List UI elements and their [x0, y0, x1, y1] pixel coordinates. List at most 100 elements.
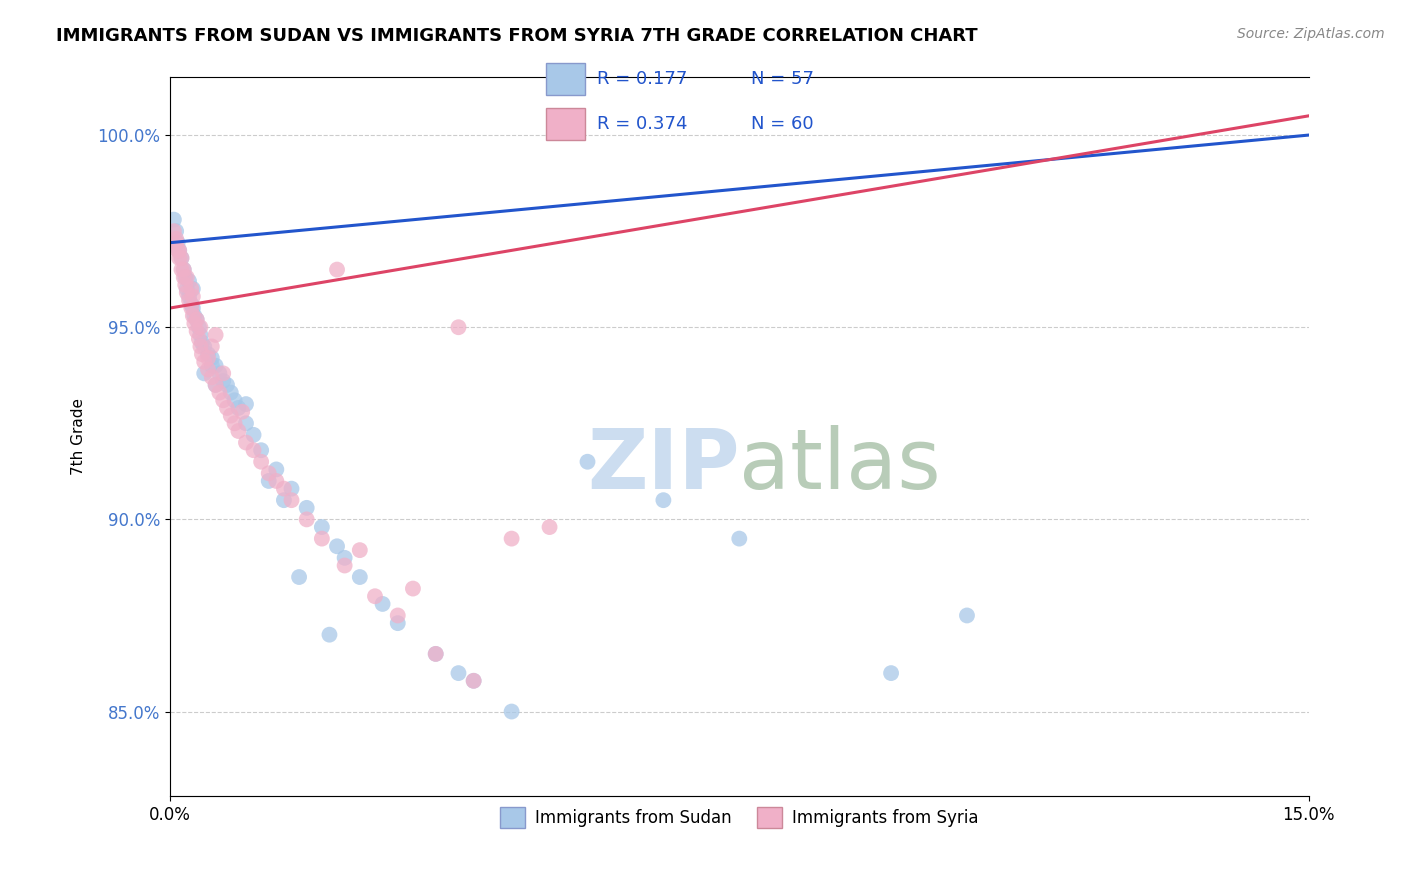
- Point: [187, 320, 209, 334]
- Point: [349, 570, 371, 584]
- Point: [187, 332, 209, 346]
- Point: [167, 251, 190, 265]
- Point: [186, 312, 208, 326]
- Point: [191, 335, 214, 350]
- Point: [176, 270, 198, 285]
- Point: [387, 616, 409, 631]
- Point: [186, 324, 208, 338]
- Point: [208, 385, 231, 400]
- Point: [170, 251, 193, 265]
- Text: ZIP: ZIP: [586, 425, 740, 506]
- Point: [242, 443, 264, 458]
- Legend: Immigrants from Sudan, Immigrants from Syria: Immigrants from Sudan, Immigrants from S…: [494, 801, 986, 835]
- Text: IMMIGRANTS FROM SUDAN VS IMMIGRANTS FROM SYRIA 7TH GRADE CORRELATION CHART: IMMIGRANTS FROM SUDAN VS IMMIGRANTS FROM…: [56, 27, 977, 45]
- Point: [204, 377, 226, 392]
- Point: [250, 443, 273, 458]
- Point: [235, 397, 257, 411]
- Text: R = 0.177: R = 0.177: [598, 70, 688, 88]
- Point: [273, 482, 295, 496]
- Point: [576, 455, 599, 469]
- Point: [173, 262, 195, 277]
- Point: [186, 312, 208, 326]
- Point: [193, 339, 215, 353]
- Point: [167, 244, 190, 258]
- Point: [501, 705, 523, 719]
- Point: [173, 262, 195, 277]
- Point: [273, 493, 295, 508]
- Point: [197, 362, 219, 376]
- Point: [326, 262, 349, 277]
- Point: [177, 289, 200, 303]
- Point: [295, 500, 318, 515]
- Point: [280, 493, 302, 508]
- Point: [242, 427, 264, 442]
- Point: [173, 270, 195, 285]
- Point: [652, 493, 675, 508]
- Point: [208, 367, 231, 381]
- Point: [212, 374, 235, 388]
- Point: [181, 301, 204, 315]
- Point: [183, 309, 205, 323]
- Point: [177, 274, 200, 288]
- Point: [197, 347, 219, 361]
- Point: [235, 417, 257, 431]
- Point: [201, 359, 224, 373]
- Point: [177, 293, 200, 308]
- Point: [288, 570, 311, 584]
- Text: atlas: atlas: [740, 425, 941, 506]
- Point: [174, 277, 197, 292]
- Point: [224, 417, 246, 431]
- Point: [280, 482, 302, 496]
- Point: [215, 377, 238, 392]
- Point: [228, 401, 250, 415]
- Point: [250, 455, 273, 469]
- Point: [447, 320, 470, 334]
- Point: [212, 393, 235, 408]
- Point: [176, 285, 198, 300]
- Point: [204, 377, 226, 392]
- Point: [463, 673, 485, 688]
- Point: [204, 359, 226, 373]
- Point: [425, 647, 447, 661]
- Point: [224, 393, 246, 408]
- Bar: [546, 63, 585, 95]
- Point: [190, 327, 212, 342]
- Point: [266, 462, 288, 476]
- Point: [387, 608, 409, 623]
- Point: [257, 467, 280, 481]
- Point: [165, 235, 187, 250]
- Point: [181, 309, 204, 323]
- Point: [201, 339, 224, 353]
- Point: [219, 385, 242, 400]
- Point: [174, 270, 197, 285]
- Point: [538, 520, 561, 534]
- Point: [728, 532, 751, 546]
- Point: [167, 244, 190, 258]
- Text: R = 0.374: R = 0.374: [598, 115, 688, 133]
- Point: [181, 289, 204, 303]
- Point: [318, 628, 340, 642]
- Point: [333, 558, 356, 573]
- Point: [201, 351, 224, 365]
- Point: [463, 673, 485, 688]
- Point: [166, 235, 188, 250]
- Text: N = 57: N = 57: [751, 70, 814, 88]
- Point: [191, 347, 214, 361]
- Point: [219, 409, 242, 423]
- Point: [180, 301, 202, 315]
- Point: [215, 401, 238, 415]
- Point: [326, 539, 349, 553]
- Point: [231, 405, 253, 419]
- Text: Source: ZipAtlas.com: Source: ZipAtlas.com: [1237, 27, 1385, 41]
- Point: [170, 251, 193, 265]
- Point: [295, 512, 318, 526]
- Point: [165, 224, 187, 238]
- Point: [228, 424, 250, 438]
- Point: [176, 282, 198, 296]
- Point: [402, 582, 425, 596]
- Text: N = 60: N = 60: [751, 115, 814, 133]
- Point: [212, 367, 235, 381]
- Point: [190, 320, 212, 334]
- Point: [425, 647, 447, 661]
- Point: [311, 520, 333, 534]
